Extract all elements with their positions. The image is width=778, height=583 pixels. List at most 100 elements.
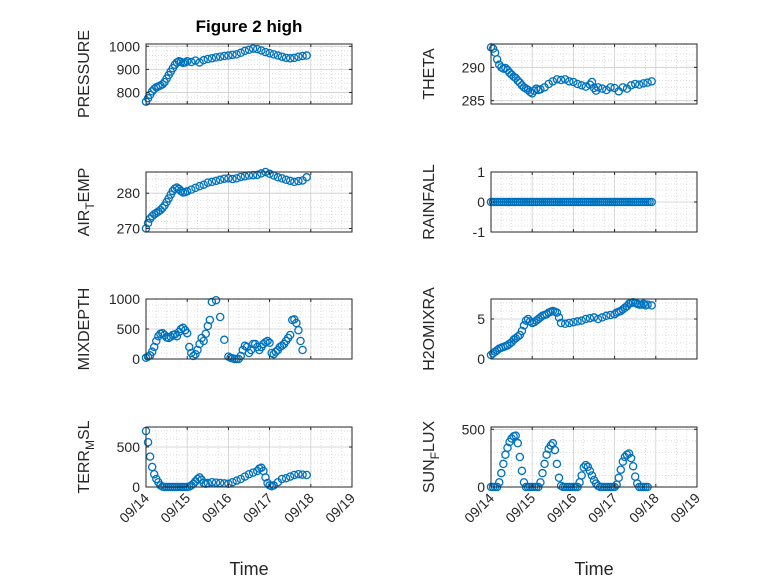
data-point xyxy=(158,80,167,89)
data-point xyxy=(285,472,295,481)
data-point xyxy=(195,473,204,482)
data-point xyxy=(145,452,155,461)
data-point xyxy=(581,460,591,470)
data-point xyxy=(290,470,299,480)
data-point xyxy=(560,75,570,84)
data-point xyxy=(618,457,628,466)
data-point xyxy=(195,58,204,67)
y-tick-label: 0 xyxy=(132,479,140,495)
data-point xyxy=(302,470,311,480)
y-tick-label: 0 xyxy=(477,194,485,210)
y-tick-label: 1000 xyxy=(109,291,140,307)
data-point xyxy=(593,314,603,324)
data-point xyxy=(626,81,636,90)
data-point xyxy=(228,477,237,487)
subplot-6: 0 5 H2OMIXRA xyxy=(421,287,698,371)
data-point xyxy=(294,176,303,186)
data-point xyxy=(189,351,198,361)
data-point xyxy=(294,469,303,479)
series-markers xyxy=(141,426,311,492)
data-point xyxy=(285,330,295,340)
y-tick-label: 290 xyxy=(462,59,486,75)
data-point xyxy=(585,466,595,476)
subplot-title: Figure 2 high xyxy=(196,17,303,36)
x-tick-label: 09/17 xyxy=(585,490,621,526)
data-point xyxy=(178,323,188,333)
y-tick-label: 285 xyxy=(462,93,486,109)
y-tick-label: 500 xyxy=(117,321,141,337)
data-point xyxy=(207,297,217,307)
data-point xyxy=(589,83,599,93)
y-axis-label: MIXDEPTH xyxy=(76,288,93,371)
data-point xyxy=(265,48,274,58)
data-point xyxy=(302,51,311,60)
data-point xyxy=(172,331,182,341)
data-point xyxy=(285,176,295,186)
data-point xyxy=(265,169,274,179)
data-point xyxy=(296,336,305,346)
data-point xyxy=(515,330,525,340)
data-point xyxy=(511,431,520,440)
data-point xyxy=(525,317,535,326)
data-point xyxy=(635,80,644,89)
data-point xyxy=(643,78,652,87)
data-point xyxy=(628,461,638,471)
data-point xyxy=(240,171,250,181)
series-markers xyxy=(486,43,656,98)
data-point xyxy=(187,57,196,67)
axes-box xyxy=(145,171,353,233)
data-point xyxy=(182,328,192,338)
data-point xyxy=(488,44,498,53)
data-point xyxy=(560,319,570,329)
data-point xyxy=(569,77,578,87)
x-tick-label: 09/17 xyxy=(240,490,276,526)
data-point xyxy=(616,465,626,474)
data-point xyxy=(149,469,159,479)
x-tick-label: 09/16 xyxy=(198,490,234,526)
data-point xyxy=(220,335,229,345)
data-point xyxy=(147,347,157,357)
data-point xyxy=(552,308,562,317)
data-point xyxy=(501,63,510,73)
x-tick-label: 09/15 xyxy=(502,490,538,526)
y-tick-label: 800 xyxy=(117,84,141,100)
data-point xyxy=(271,347,281,357)
axes-box xyxy=(490,426,698,488)
y-axis-label: PRESSURE xyxy=(76,30,93,118)
data-point xyxy=(149,84,159,94)
data-point xyxy=(294,325,303,335)
data-point xyxy=(511,73,520,83)
y-tick-label: 1 xyxy=(477,164,485,180)
data-point xyxy=(205,315,215,325)
data-point xyxy=(554,473,564,483)
data-point xyxy=(294,52,303,61)
data-point xyxy=(513,76,523,85)
data-point xyxy=(257,46,266,55)
data-point xyxy=(532,84,541,93)
data-point xyxy=(639,79,648,88)
data-point xyxy=(182,57,192,66)
data-point xyxy=(626,453,636,463)
data-point xyxy=(530,86,539,95)
data-point xyxy=(203,178,213,187)
data-point xyxy=(281,473,291,483)
data-point xyxy=(556,318,566,328)
data-point xyxy=(244,45,254,55)
data-point xyxy=(277,474,287,484)
series-markers xyxy=(141,44,311,106)
subplot-3: 270 280 AIRTEMP xyxy=(76,168,353,236)
data-point xyxy=(550,445,560,455)
data-point xyxy=(290,53,299,63)
data-point xyxy=(199,55,208,65)
data-point xyxy=(565,77,574,86)
data-point xyxy=(497,468,506,478)
data-point xyxy=(220,174,229,183)
data-point xyxy=(277,52,287,61)
data-point xyxy=(191,349,200,359)
series-markers xyxy=(486,297,656,360)
data-point xyxy=(203,54,213,64)
data-point xyxy=(597,84,607,93)
y-tick-label: 280 xyxy=(117,185,141,201)
y-axis-label: THETA xyxy=(421,48,438,100)
data-point xyxy=(228,50,237,60)
